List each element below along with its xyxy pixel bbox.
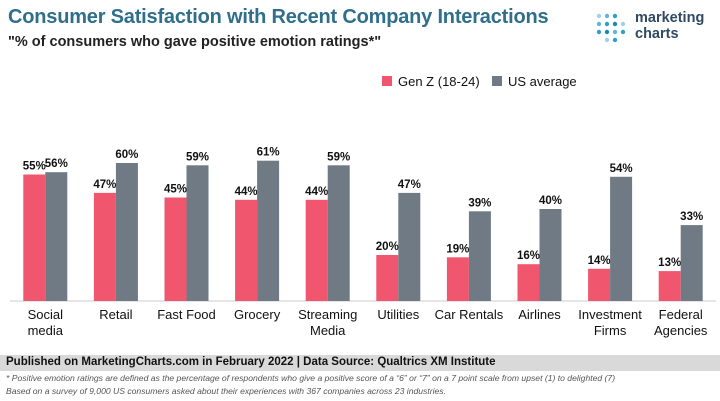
category-label-9-line-0: Federal (659, 307, 703, 322)
data-label-genz-5: 20% (376, 241, 399, 253)
data-label-us-average-0: 56% (45, 158, 68, 170)
legend-label-1: US average (508, 74, 577, 89)
bar-us-average-0 (45, 172, 68, 301)
bar-us-average-7 (539, 209, 562, 301)
footnote-1: * Positive emotion ratings are defined a… (6, 373, 616, 383)
marketingcharts-logo: marketing charts (595, 10, 715, 50)
data-label-genz-9: 13% (658, 257, 681, 269)
bar-genz-2 (164, 197, 187, 301)
category-label-7-line-0: Airlines (518, 307, 561, 322)
bar-us-average-1 (115, 163, 138, 301)
bar-us-average-3 (257, 160, 280, 301)
data-label-genz-0: 55% (23, 161, 46, 173)
data-label-genz-4: 44% (305, 186, 328, 198)
bar-us-average-9 (680, 225, 703, 301)
legend-swatch-0 (382, 76, 392, 86)
data-label-us-average-8: 54% (610, 163, 633, 175)
data-label-genz-6: 19% (446, 243, 469, 255)
data-label-us-average-7: 40% (539, 195, 562, 207)
category-label-5-line-0: Utilities (377, 307, 419, 322)
data-label-us-average-5: 47% (398, 179, 421, 191)
logo-line-2: charts (635, 26, 679, 42)
category-label-2-line-0: Fast Food (157, 307, 216, 322)
logo-dots-icon (596, 13, 626, 43)
footer-source: Published on MarketingCharts.com in Febr… (6, 356, 496, 368)
chart-subtitle: "% of consumers who gave positive emotio… (8, 34, 382, 50)
category-label-0-line-0: Social (28, 307, 64, 322)
logo-line-1: marketing (635, 10, 705, 26)
bar-genz-5 (376, 255, 399, 301)
data-label-genz-7: 16% (517, 250, 540, 262)
footer-bar (0, 355, 720, 371)
category-label-4-line-0: Streaming (298, 307, 357, 322)
data-label-us-average-2: 59% (186, 151, 209, 163)
category-label-9-line-1: Agencies (654, 323, 708, 338)
category-label-4-line-1: Media (310, 323, 346, 338)
bar-genz-3 (235, 199, 258, 301)
bar-us-average-6 (468, 211, 491, 301)
legend-label-0: Gen Z (18-24) (398, 74, 480, 89)
category-label-6-line-0: Car Rentals (435, 307, 504, 322)
bar-us-average-4 (327, 165, 350, 301)
data-label-genz-8: 14% (588, 255, 611, 267)
bar-genz-0 (23, 174, 46, 301)
category-label-8-line-1: Firms (594, 323, 627, 338)
logo-wordmark: marketing charts (635, 10, 704, 42)
bar-us-average-8 (610, 176, 633, 301)
bar-us-average-5 (398, 192, 421, 301)
bar-genz-6 (446, 257, 469, 301)
footnote-2: Based on a survey of 9,000 US consumers … (6, 386, 446, 396)
category-label-3-line-0: Grocery (234, 307, 281, 322)
bar-genz-7 (517, 264, 540, 301)
data-label-us-average-1: 60% (115, 149, 138, 161)
bar-genz-9 (658, 271, 681, 301)
bar-us-average-2 (186, 165, 209, 301)
data-label-genz-1: 47% (93, 179, 116, 191)
data-label-genz-2: 45% (164, 184, 187, 196)
data-label-us-average-6: 39% (468, 197, 491, 209)
bar-genz-1 (93, 192, 116, 301)
category-label-1-line-0: Retail (99, 307, 132, 322)
data-label-us-average-9: 33% (680, 211, 703, 223)
bar-genz-4 (305, 199, 328, 301)
legend-swatch-1 (492, 76, 502, 86)
bar-genz-8 (588, 268, 611, 301)
data-label-us-average-4: 59% (327, 151, 350, 163)
category-label-8-line-0: Investment (578, 307, 642, 322)
data-label-genz-3: 44% (235, 186, 258, 198)
category-label-0-line-1: media (28, 323, 64, 338)
data-label-us-average-3: 61% (257, 147, 280, 159)
chart-title: Consumer Satisfaction with Recent Compan… (8, 6, 549, 28)
